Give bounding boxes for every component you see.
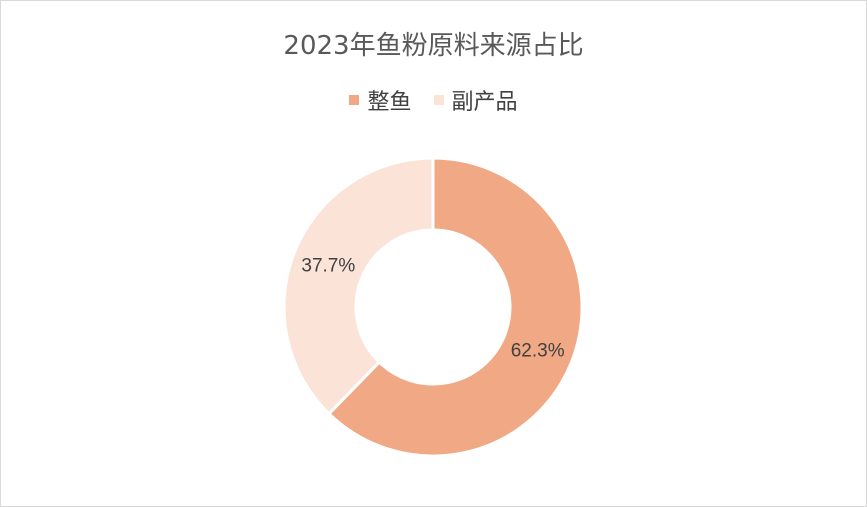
legend-swatch-byproduct bbox=[433, 95, 444, 105]
legend: 整鱼 副产品 bbox=[0, 84, 867, 116]
legend-label-whole-fish: 整鱼 bbox=[367, 90, 412, 115]
legend-item-whole-fish: 整鱼 bbox=[349, 84, 412, 116]
chart-title: 2023年鱼粉原料来源占比 bbox=[283, 31, 584, 61]
slice-byproduct bbox=[282, 156, 435, 416]
data-label-whole-fish: 62.3% bbox=[511, 341, 565, 362]
slice-whole-fish bbox=[326, 156, 584, 458]
legend-item-byproduct: 副产品 bbox=[433, 84, 518, 116]
legend-label-byproduct: 副产品 bbox=[451, 90, 518, 115]
data-label-byproduct: 37.7% bbox=[301, 255, 355, 276]
legend-swatch-whole-fish bbox=[349, 95, 360, 105]
